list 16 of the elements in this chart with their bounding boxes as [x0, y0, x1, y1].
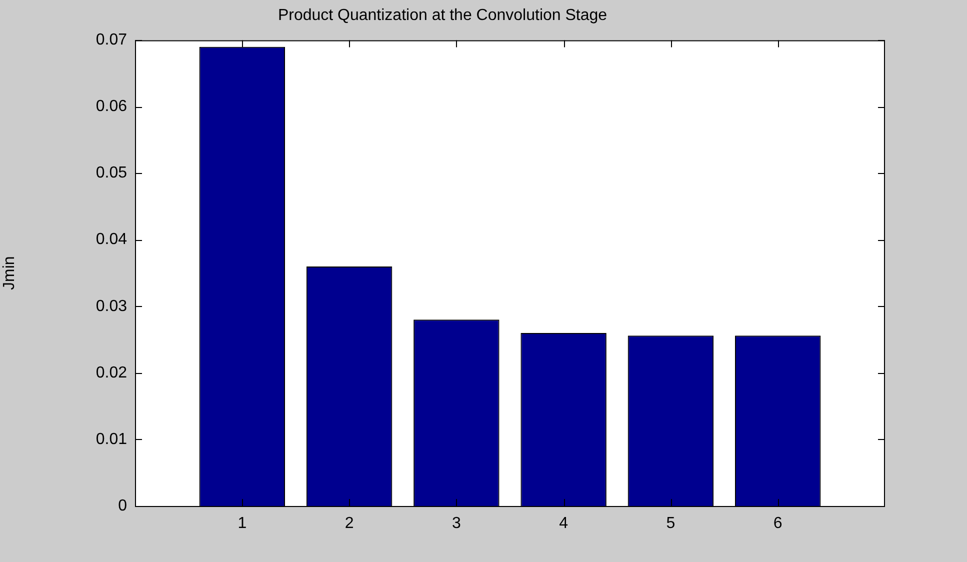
y-tick-label: 0.02 [96, 364, 128, 382]
y-axis-title: Jmin [1, 256, 18, 290]
y-tick-label: 0.07 [96, 32, 128, 49]
chart-title: Product Quantization at the Convolution Stage [278, 7, 608, 24]
x-tick-label: 4 [559, 515, 568, 532]
x-tick-label: 1 [238, 515, 247, 532]
y-tick-label: 0 [118, 497, 128, 514]
x-tick-label: 2 [344, 515, 354, 532]
y-tick-label: 0.04 [96, 231, 128, 248]
y-tick-label: 0.05 [96, 164, 128, 182]
x-tick-label: 5 [666, 515, 676, 532]
y-tick-label: 0.01 [96, 430, 128, 448]
x-tick-label: 6 [773, 515, 782, 532]
x-tick-label: 3 [452, 515, 461, 532]
y-tick-label: 0.03 [96, 298, 128, 315]
y-tick-label: 0.06 [96, 98, 128, 116]
